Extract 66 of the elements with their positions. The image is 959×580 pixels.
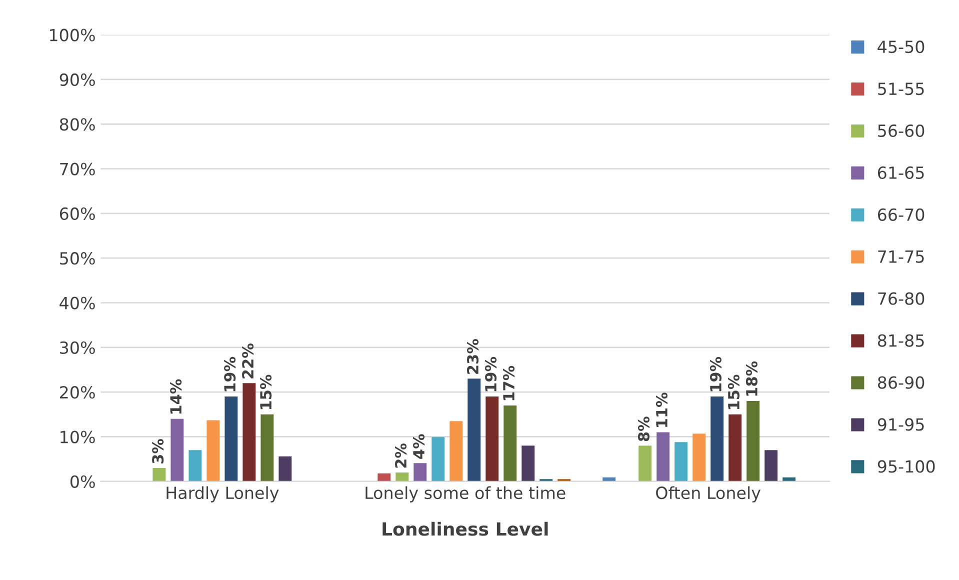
bar xyxy=(504,405,517,482)
bar xyxy=(170,418,184,482)
bar xyxy=(188,450,202,482)
bar xyxy=(486,396,499,482)
bar xyxy=(710,396,724,482)
data-label: 15% xyxy=(728,374,740,410)
y-tick-label: 0% xyxy=(70,475,95,488)
legend-label: 86-90 xyxy=(878,376,924,389)
data-label: 17% xyxy=(502,366,515,400)
legend-label: 56-60 xyxy=(878,124,924,138)
bar xyxy=(638,446,652,482)
bar xyxy=(206,420,220,482)
data-label: 23% xyxy=(466,339,479,374)
bar xyxy=(450,421,463,482)
y-tick-label: 100% xyxy=(50,28,95,42)
bar xyxy=(522,446,535,482)
x-tick-label: Lonely some of the time xyxy=(366,486,566,502)
data-label: 4% xyxy=(413,434,425,459)
bar xyxy=(278,456,292,482)
bar xyxy=(242,383,256,482)
bar xyxy=(728,414,742,482)
data-label: 22% xyxy=(242,343,254,378)
x-tick-label: Often Lonely xyxy=(656,486,760,502)
bar xyxy=(224,396,238,482)
bar xyxy=(378,473,391,482)
legend-label: 76-80 xyxy=(878,292,924,305)
y-tick-label: 50% xyxy=(60,252,95,265)
bar xyxy=(746,401,760,482)
data-label: 14% xyxy=(170,379,182,414)
y-tick-label: 90% xyxy=(60,73,95,86)
y-tick-label: 20% xyxy=(60,386,95,399)
data-label: 19% xyxy=(484,356,497,392)
bar xyxy=(260,414,274,482)
bar xyxy=(674,442,688,482)
legend-label: 66-70 xyxy=(878,208,924,221)
data-label: 19% xyxy=(710,356,722,392)
legend-label: 95-100 xyxy=(878,460,935,473)
data-label: 3% xyxy=(152,438,164,464)
x-tick-label: Hardly Lonely xyxy=(166,486,279,502)
bar xyxy=(764,450,778,482)
bar xyxy=(468,378,481,482)
data-label: 2% xyxy=(395,443,407,468)
bar xyxy=(432,437,445,482)
data-label: 18% xyxy=(746,361,758,396)
y-tick-label: 80% xyxy=(60,118,95,131)
bar xyxy=(152,468,166,482)
x-axis-title: Loneliness Level xyxy=(382,522,548,536)
y-tick-label: 70% xyxy=(60,162,95,176)
data-label: 19% xyxy=(224,356,236,392)
bar xyxy=(692,434,706,482)
y-tick-label: 60% xyxy=(60,207,95,220)
legend-label: 45-50 xyxy=(878,40,924,54)
y-tick-label: 40% xyxy=(60,296,95,310)
y-tick-label: 30% xyxy=(60,341,95,354)
legend-label: 51-55 xyxy=(878,82,924,96)
bar xyxy=(414,463,427,482)
legend-label: 81-85 xyxy=(878,334,924,347)
y-tick-label: 10% xyxy=(60,430,95,444)
legend-label: 91-95 xyxy=(878,418,924,431)
bar xyxy=(396,472,409,482)
data-label: 15% xyxy=(260,374,272,410)
data-label: 11% xyxy=(656,392,668,427)
legend-label: 71-75 xyxy=(878,250,924,263)
bar xyxy=(656,432,670,482)
data-label: 8% xyxy=(638,416,650,442)
legend-label: 61-65 xyxy=(878,166,924,180)
